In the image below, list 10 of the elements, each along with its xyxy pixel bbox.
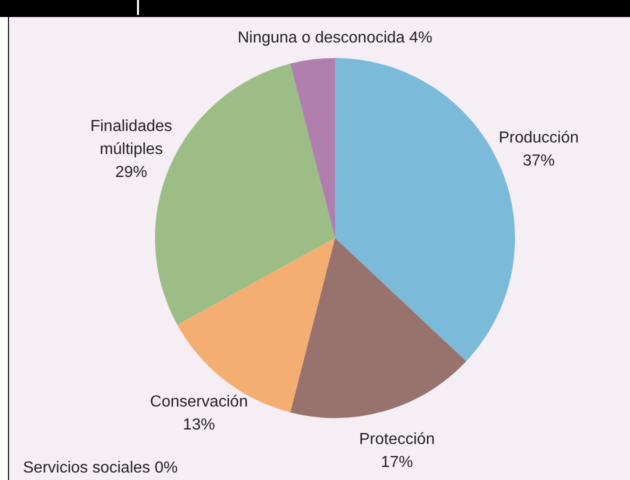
slice-label: Producción (498, 130, 579, 147)
slice-label: Finalidades múltiples (90, 118, 172, 158)
data-label: 17% (380, 454, 413, 472)
slice-label: Protección (359, 431, 435, 448)
data-label: 29% (115, 164, 148, 182)
category-label: Servicios sociales 0% (23, 459, 178, 476)
data-label: 13% (182, 416, 215, 434)
slice-label: Conservación (150, 393, 248, 410)
slice-label: Ninguna o desconocida 4% (238, 29, 432, 46)
data-label: 37% (522, 152, 555, 170)
